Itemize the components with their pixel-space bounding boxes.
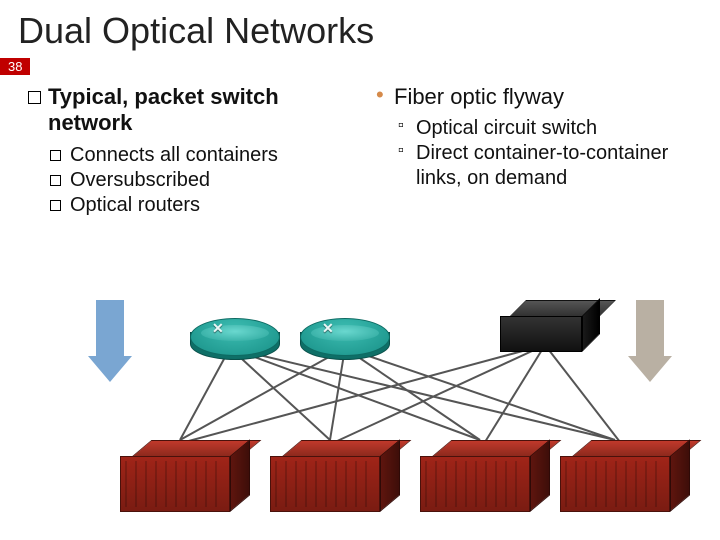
slide-title: Dual Optical Networks	[0, 0, 720, 58]
content-columns: Typical, packet switch network Connects …	[0, 78, 720, 218]
left-item-1: Oversubscribed	[28, 168, 354, 193]
right-arrow	[630, 300, 670, 382]
shipping-container-0	[120, 440, 250, 512]
left-column: Typical, packet switch network Connects …	[28, 84, 364, 218]
page-number-bar: 38	[0, 58, 720, 78]
shipping-container-1	[270, 440, 400, 512]
packet-router-1: ✕	[300, 300, 390, 362]
packet-router-0: ✕	[190, 300, 280, 362]
left-arrow	[90, 300, 130, 382]
page-number: 38	[0, 58, 30, 75]
shipping-container-2	[420, 440, 550, 512]
right-column: Fiber optic flyway Optical circuit switc…	[364, 84, 700, 218]
optical-switch	[500, 300, 600, 360]
left-heading: Typical, packet switch network	[28, 84, 354, 137]
right-heading: Fiber optic flyway	[374, 84, 700, 110]
left-item-2: Optical routers	[28, 193, 354, 218]
left-item-0: Connects all containers	[28, 143, 354, 168]
right-item-1: Direct container-to-container links, on …	[374, 141, 700, 191]
right-item-0: Optical circuit switch	[374, 116, 700, 141]
network-diagram: ✕✕	[0, 290, 720, 540]
shipping-container-3	[560, 440, 690, 512]
